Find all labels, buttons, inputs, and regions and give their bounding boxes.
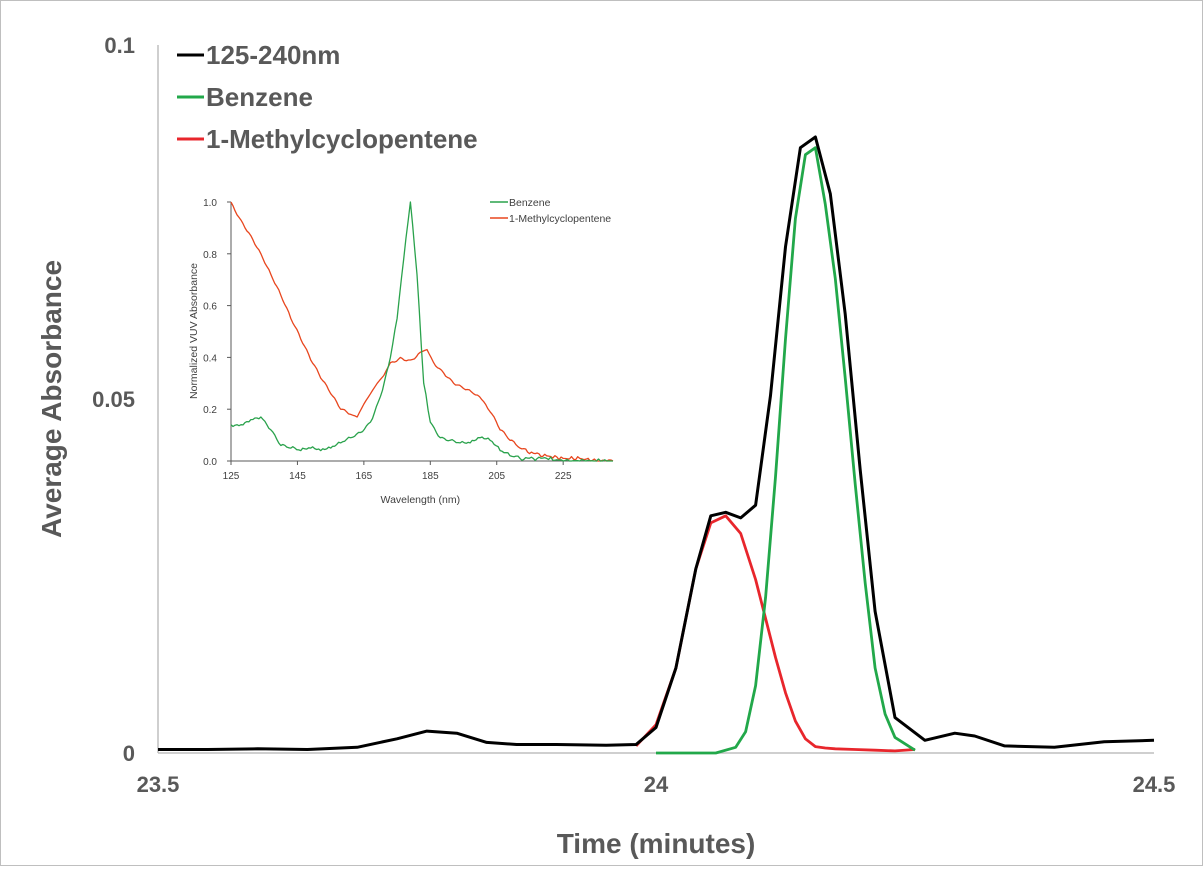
inset-x-tick-label: 185 (422, 471, 439, 482)
main-series-line-125-240nm (158, 135, 1155, 751)
main-y-tick-label: 0.1 (104, 33, 135, 58)
inset-series-line-1-methylcyclopentene (230, 201, 614, 462)
inset-x-tick-label: 205 (488, 471, 505, 482)
inset-legend-label: Benzene (509, 197, 551, 209)
inset-series-line-benzene (230, 201, 613, 462)
inset-x-tick-label: 125 (223, 471, 240, 482)
main-series-line-benzene (656, 146, 916, 755)
main-y-tick-label: 0.05 (92, 387, 135, 412)
main-legend-label: Benzene (206, 82, 313, 112)
inset-legend-label: 1-Methylcyclopentene (509, 213, 611, 225)
main-y-tick-label: 0 (123, 741, 135, 766)
main-x-tick-label: 23.5 (137, 772, 180, 797)
inset-x-tick-label: 165 (356, 471, 373, 482)
main-legend-label: 125-240nm (206, 40, 340, 70)
inset-x-axis-title: Wavelength (nm) (381, 494, 461, 506)
inset-y-tick-label: 0.0 (203, 457, 217, 468)
inset-y-tick-label: 0.8 (203, 250, 217, 261)
inset-y-tick-label: 1.0 (203, 198, 217, 209)
inset-chart: 125 145 165 185 205 225 0.0 0.2 0.4 0.6 0.8 1.0 Wave… (188, 197, 614, 506)
inset-x-tick-label: 225 (555, 471, 572, 482)
inset-x-tick-label: 145 (289, 471, 306, 482)
main-series-line-1-methylcyclopentene (635, 514, 916, 753)
main-y-axis-title: Average Absorbance (36, 260, 67, 538)
main-x-tick-label: 24.5 (1133, 772, 1176, 797)
main-x-tick-label: 24 (644, 772, 669, 797)
main-legend-label: 1-Methylcyclopentene (206, 124, 478, 154)
inset-y-tick-label: 0.2 (203, 405, 217, 416)
inset-y-tick-label: 0.6 (203, 302, 217, 313)
main-x-axis-title: Time (minutes) (557, 828, 756, 859)
inset-y-tick-label: 0.4 (203, 353, 217, 364)
inset-y-axis-title: Normalized VUV Absorbance (188, 263, 200, 399)
